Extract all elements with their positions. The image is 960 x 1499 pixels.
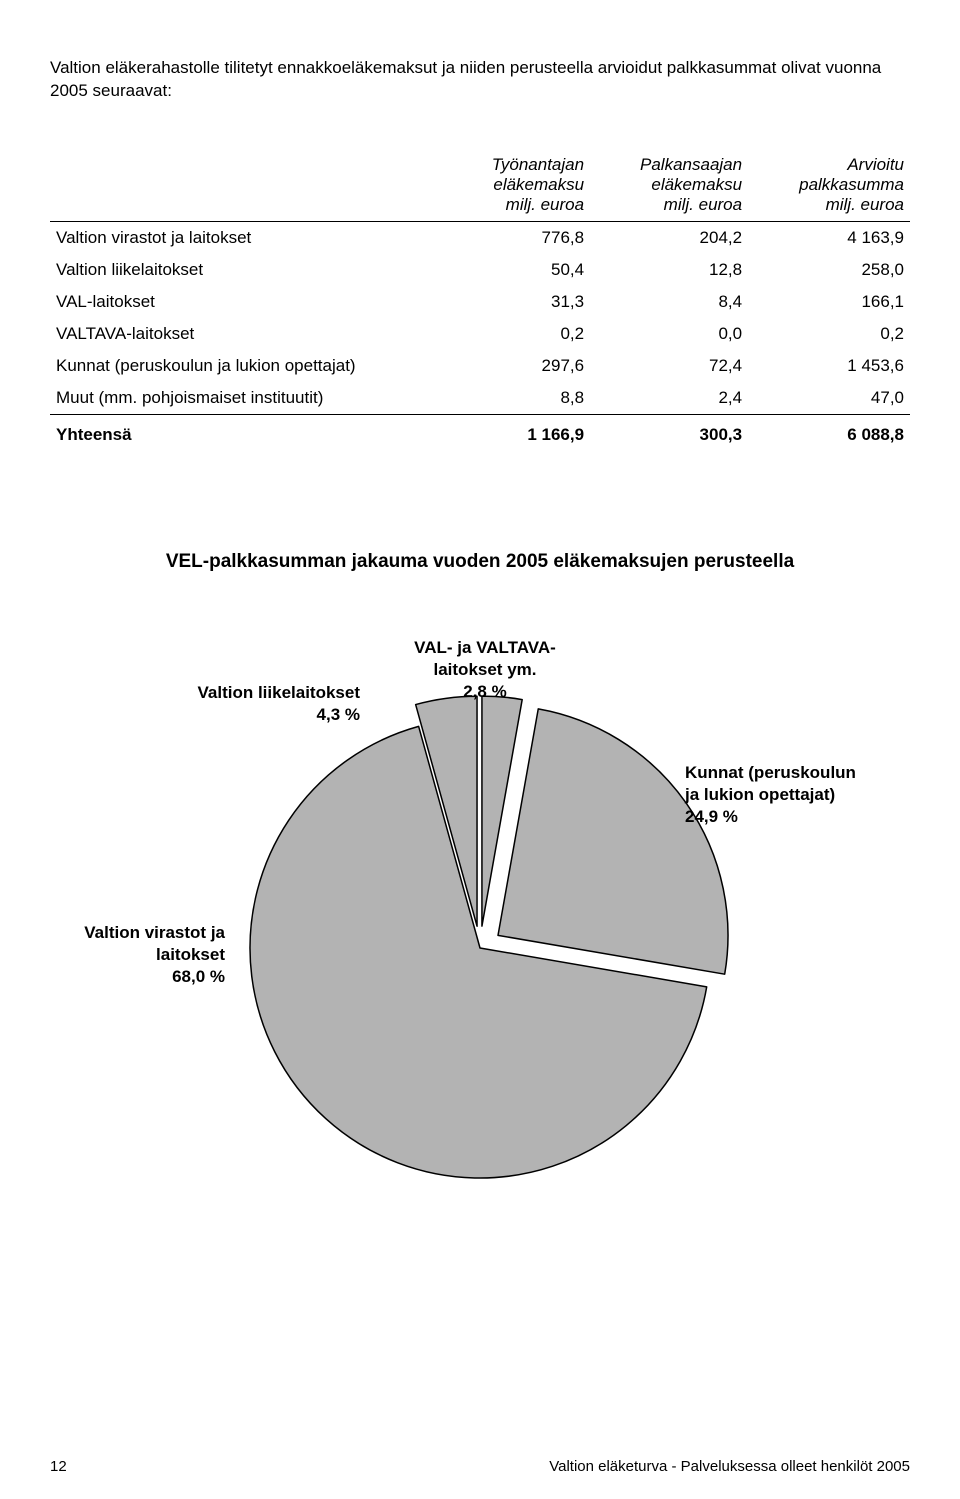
row-c1: 0,2 (446, 318, 590, 350)
pie-label-virastot: Valtion virastot jalaitokset68,0 % (84, 923, 225, 986)
table-row: VAL-laitokset31,38,4166,1 (50, 286, 910, 318)
row-c3: 258,0 (748, 254, 910, 286)
row-c1: 50,4 (446, 254, 590, 286)
row-c3: 47,0 (748, 382, 910, 415)
row-label: Valtion virastot ja laitokset (50, 221, 446, 254)
row-c3: 1 453,6 (748, 350, 910, 382)
total-c1: 1 166,9 (446, 414, 590, 451)
pie-slice-kunnat (498, 709, 728, 974)
pie-label-liikelaitokset: Valtion liikelaitokset4,3 % (197, 683, 360, 724)
row-c2: 8,4 (590, 286, 748, 318)
pie-chart-container: VAL- ja VALTAVA-laitokset ym.2,8 % Kunnat… (50, 613, 910, 1233)
doc-title: Valtion eläketurva - Palveluksessa ollee… (549, 1458, 910, 1475)
row-c2: 204,2 (590, 221, 748, 254)
row-c2: 2,4 (590, 382, 748, 415)
row-label: Muut (mm. pohjoismaiset instituutit) (50, 382, 446, 415)
row-label: VAL-laitokset (50, 286, 446, 318)
row-c2: 72,4 (590, 350, 748, 382)
row-c1: 8,8 (446, 382, 590, 415)
row-c1: 776,8 (446, 221, 590, 254)
total-c2: 300,3 (590, 414, 748, 451)
row-label: VALTAVA-laitokset (50, 318, 446, 350)
row-c1: 31,3 (446, 286, 590, 318)
row-c2: 12,8 (590, 254, 748, 286)
table-row: Muut (mm. pohjoismaiset instituutit)8,82… (50, 382, 910, 415)
table-header-col1: Työnantajan eläkemaksu milj. euroa (446, 153, 590, 222)
pie-chart: VAL- ja VALTAVA-laitokset ym.2,8 % Kunnat… (50, 613, 910, 1233)
row-c3: 166,1 (748, 286, 910, 318)
table-row-total: Yhteensä1 166,9300,36 088,8 (50, 414, 910, 451)
total-label: Yhteensä (50, 414, 446, 451)
data-table: Työnantajan eläkemaksu milj. euroa Palka… (50, 153, 910, 451)
page-number: 12 (50, 1458, 67, 1475)
table-row: Kunnat (peruskoulun ja lukion opettajat)… (50, 350, 910, 382)
table-row: VALTAVA-laitokset0,20,00,2 (50, 318, 910, 350)
chart-title: VEL-palkkasumman jakauma vuoden 2005 elä… (50, 551, 910, 573)
total-c3: 6 088,8 (748, 414, 910, 451)
table-row: Valtion virastot ja laitokset776,8204,24… (50, 221, 910, 254)
row-label: Kunnat (peruskoulun ja lukion opettajat) (50, 350, 446, 382)
row-c2: 0,0 (590, 318, 748, 350)
pie-label-kunnat: Kunnat (peruskoulunja lukion opettajat)2… (684, 763, 856, 826)
table-header-empty (50, 153, 446, 222)
table-header-col2: Palkansaajan eläkemaksu milj. euroa (590, 153, 748, 222)
table-row: Valtion liikelaitokset50,412,8258,0 (50, 254, 910, 286)
row-label: Valtion liikelaitokset (50, 254, 446, 286)
row-c3: 4 163,9 (748, 221, 910, 254)
table-header-col3: Arvioitu palkkasumma milj. euroa (748, 153, 910, 222)
row-c1: 297,6 (446, 350, 590, 382)
intro-paragraph: Valtion eläkerahastolle tilitetyt ennakk… (50, 57, 910, 103)
pie-label-val_valtava: VAL- ja VALTAVA-laitokset ym.2,8 % (414, 638, 556, 701)
row-c3: 0,2 (748, 318, 910, 350)
